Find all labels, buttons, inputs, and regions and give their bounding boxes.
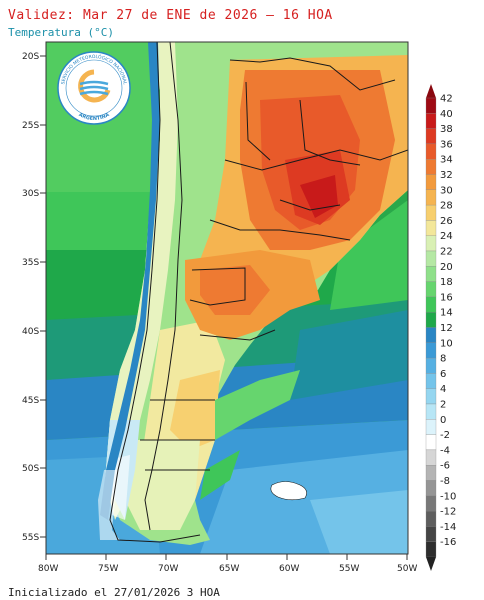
lon-label: 65W [219,564,239,574]
colorbar-swatch [425,434,437,451]
colorbar-label: 0 [440,415,446,426]
colorbar-swatch [425,159,437,175]
colorbar-label: -14 [440,522,456,533]
map-field [46,42,408,554]
temperature-colorbar: 424038363432302826242220181614121086420-… [425,84,456,571]
colorbar-swatch [425,526,437,542]
colorbar-label: 26 [440,216,453,227]
political-borders [109,42,408,543]
lat-label: 35S [22,258,39,268]
longitude-axis: 80W 75W 70W 65W 60W 55W 50W [38,554,417,574]
colorbar-swatch [425,113,437,129]
colorbar-swatch [425,510,437,527]
colorbar-label: 10 [440,338,453,349]
colorbar-top-arrow [426,84,436,98]
logo-country-text: ARGENTINA [77,112,110,122]
colorbar-label: -10 [440,491,456,502]
colorbar-label: 6 [440,369,446,380]
colorbar-label: -8 [440,476,450,487]
colorbar-swatch [425,281,437,298]
lon-label: 55W [339,564,359,574]
colorbar-label: -16 [440,537,456,548]
colorbar-label: 4 [440,384,446,395]
colorbar-swatch [425,419,437,435]
colorbar-swatch [425,327,437,343]
latitude-axis: 20S 25S 30S 35S 40S 45S 50S 55S [22,52,46,543]
colorbar-swatch [425,220,437,236]
colorbar-swatch [425,342,437,359]
colorbar-swatch [425,449,437,466]
map-title: Validez: Mar 27 de ENE de 2026 – 16 HOA [8,8,333,23]
lon-label: 60W [279,564,299,574]
colorbar-swatch [425,465,437,481]
colorbar-label: 18 [440,277,453,288]
lat-label: 25S [22,121,39,131]
colorbar-swatch [425,541,437,558]
lat-label: 20S [22,52,39,62]
colorbar-label: 36 [440,139,453,150]
colorbar-swatch [425,296,437,313]
colorbar-label: 30 [440,185,453,196]
colorbar-swatch [425,189,437,206]
colorbar-swatch [425,250,437,267]
colorbar-label: 42 [440,94,453,105]
colorbar-label: 38 [440,124,453,135]
colorbar-swatch [425,495,437,512]
colorbar-swatch [425,373,437,389]
colorbar-label: -12 [440,507,456,518]
colorbar-label: 2 [440,400,446,411]
colorbar-label: -2 [440,430,450,441]
colorbar-label: -6 [440,461,450,472]
lat-label: 50S [22,464,39,474]
colorbar-swatch [425,403,437,420]
colorbar-label: 24 [440,231,453,242]
lon-label: 80W [38,564,58,574]
colorbar-label: 16 [440,292,453,303]
lon-label: 75W [98,564,118,574]
colorbar-label: 12 [440,323,453,334]
colorbar-label: 28 [440,201,453,212]
colorbar-bottom-arrow [426,557,436,571]
colorbar-swatch [425,204,437,221]
colorbar-swatch [425,174,437,190]
lat-label: 30S [22,189,39,199]
colorbar-label: 14 [440,308,453,319]
smn-logo: SERVICIO METEOROLÓGICO NACIONAL ARGENTIN… [57,51,131,125]
colorbar-label: 32 [440,170,453,181]
colorbar-swatch [425,143,437,160]
colorbar-swatch [425,266,437,282]
lon-label: 50W [397,564,417,574]
falkland-islands [270,481,307,501]
lat-label: 45S [22,396,39,406]
lon-label: 70W [158,564,178,574]
colorbar-swatch [425,128,437,145]
colorbar-label: 40 [440,109,453,120]
colorbar-label: 34 [440,155,453,166]
colorbar-label: 22 [440,247,453,258]
colorbar-swatch [425,97,437,114]
colorbar-swatch [425,357,437,374]
colorbar-label: 20 [440,262,453,273]
lat-label: 55S [22,533,39,543]
init-timestamp: Inicializado el 27/01/2026 3 HOA [8,586,220,599]
map-subtitle: Temperatura (°C) [8,26,114,39]
svg-text:ARGENTINA: ARGENTINA [77,112,110,122]
colorbar-swatch [425,312,437,328]
colorbar-swatch [425,480,437,496]
lat-label: 40S [22,327,39,337]
colorbar-label: -4 [440,445,450,456]
colorbar-label: 8 [440,354,446,365]
colorbar-swatch [425,388,437,405]
colorbar-swatch [425,235,437,252]
